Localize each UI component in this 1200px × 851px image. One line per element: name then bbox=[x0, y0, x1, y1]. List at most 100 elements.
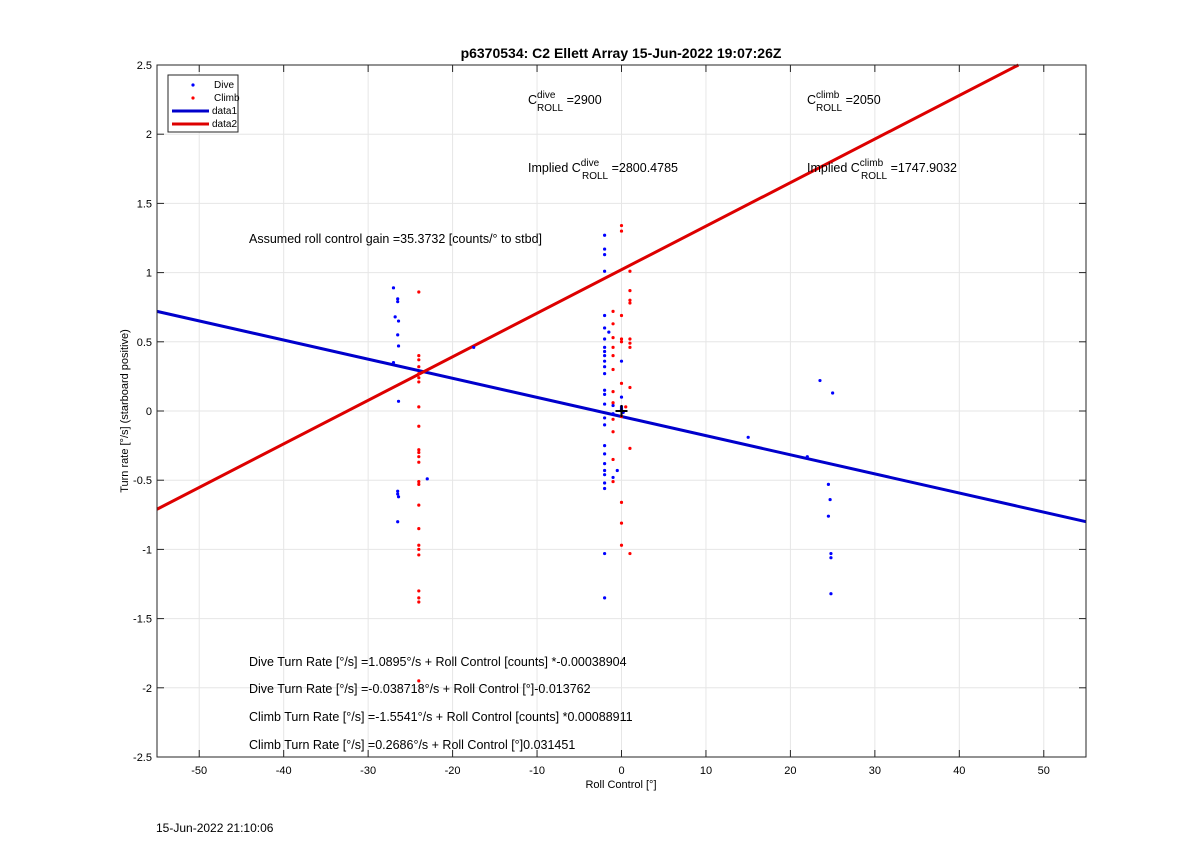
legend-climb-marker bbox=[191, 96, 195, 100]
point-climb bbox=[611, 457, 615, 462]
point-climb bbox=[417, 424, 421, 428]
point-climb bbox=[417, 482, 421, 486]
point-dive bbox=[611, 412, 615, 416]
y-tick-label: 0 bbox=[146, 406, 152, 418]
point-climb bbox=[417, 543, 421, 547]
chart-title: p6370534: C2 Ellett Array 15-Jun-2022 19… bbox=[461, 45, 782, 61]
point-climb bbox=[611, 345, 615, 349]
legend-data2-label: data2 bbox=[212, 119, 237, 130]
implied-dive-prefix: Implied C bbox=[528, 161, 581, 175]
c-dive-sup: dive bbox=[537, 90, 556, 101]
x-tick-label: -40 bbox=[276, 765, 292, 777]
point-climb bbox=[417, 365, 421, 369]
x-tick-label: 40 bbox=[953, 765, 965, 777]
point-climb bbox=[417, 405, 421, 409]
y-axis-label: Turn rate [°/s] (starboard positive) bbox=[119, 329, 131, 493]
implied-dive-sup: dive bbox=[581, 158, 600, 169]
point-dive bbox=[603, 354, 607, 358]
point-dive bbox=[391, 286, 396, 290]
point-dive bbox=[615, 468, 619, 473]
point-climb bbox=[628, 345, 632, 349]
point-climb bbox=[417, 479, 421, 484]
point-dive bbox=[603, 253, 607, 257]
legend-data1-label: data1 bbox=[212, 106, 237, 117]
point-dive bbox=[746, 435, 750, 439]
x-tick-label: -10 bbox=[529, 765, 545, 777]
point-dive bbox=[603, 337, 607, 341]
point-dive bbox=[396, 300, 400, 304]
implied-climb-annotation: Implied Cclimb ROLL =1747.9032 bbox=[807, 158, 957, 182]
legend: Dive Climb data1 data2 bbox=[167, 74, 240, 133]
point-climb bbox=[417, 553, 421, 557]
x-tick-label: -30 bbox=[360, 765, 376, 777]
point-dive bbox=[603, 461, 607, 466]
point-dive bbox=[603, 452, 607, 456]
point-dive bbox=[603, 345, 607, 349]
plot-area bbox=[156, 63, 1087, 683]
y-tick-label: 1 bbox=[146, 268, 152, 280]
y-tick-label: 2 bbox=[146, 129, 152, 141]
implied-dive-annotation: Implied Cdive ROLL =2800.4785 bbox=[528, 158, 678, 182]
point-climb bbox=[417, 455, 421, 459]
point-dive bbox=[393, 315, 397, 319]
c-climb-main: C bbox=[807, 93, 816, 107]
point-climb bbox=[611, 336, 615, 340]
x-tick-label: -20 bbox=[445, 765, 461, 777]
point-climb bbox=[417, 679, 421, 683]
implied-climb-value: =1747.9032 bbox=[887, 161, 957, 175]
implied-climb-sub: ROLL bbox=[861, 171, 888, 182]
implied-climb-sup: climb bbox=[860, 158, 884, 169]
point-dive bbox=[396, 319, 401, 323]
point-dive bbox=[425, 477, 429, 481]
legend-climb-label: Climb bbox=[214, 93, 240, 104]
point-climb bbox=[611, 430, 615, 434]
point-dive bbox=[603, 233, 607, 237]
c-dive-sub: ROLL bbox=[537, 103, 564, 114]
point-climb bbox=[611, 322, 615, 326]
point-climb bbox=[628, 385, 632, 390]
point-dive bbox=[603, 388, 607, 392]
x-axis-label: Roll Control [°] bbox=[585, 779, 656, 791]
point-climb bbox=[628, 298, 632, 302]
point-climb bbox=[628, 288, 632, 293]
point-climb bbox=[628, 341, 632, 345]
c-dive-main: C bbox=[528, 93, 537, 107]
point-dive bbox=[611, 403, 615, 408]
point-dive bbox=[603, 423, 607, 427]
point-dive bbox=[818, 378, 822, 383]
point-dive bbox=[603, 326, 607, 330]
point-dive bbox=[603, 402, 607, 406]
point-climb bbox=[619, 313, 624, 318]
point-dive bbox=[611, 475, 615, 480]
y-tick-label: 1.5 bbox=[137, 198, 152, 210]
point-climb bbox=[619, 500, 624, 504]
point-dive bbox=[829, 551, 833, 556]
x-tick-label: 10 bbox=[700, 765, 712, 777]
y-tick-label: -2 bbox=[142, 683, 152, 695]
dive-deg-annotation: Dive Turn Rate [°/s] =-0.038718°/s + Rol… bbox=[249, 682, 591, 696]
y-tick-label: -1 bbox=[142, 544, 152, 556]
point-climb bbox=[611, 309, 615, 313]
point-dive bbox=[396, 520, 400, 524]
point-dive bbox=[396, 399, 401, 403]
point-dive bbox=[396, 333, 400, 337]
point-climb bbox=[628, 301, 632, 305]
timestamp: 15-Jun-2022 21:10:06 bbox=[156, 821, 274, 835]
point-dive bbox=[826, 514, 831, 518]
implied-dive-value: =2800.4785 bbox=[608, 161, 678, 175]
axis-ticks: -50 -40 -30 -20 -10 0 10 20 30 40 50-2.5-2-1.5-1-0… bbox=[133, 60, 1086, 777]
point-dive bbox=[603, 596, 607, 600]
series-line-data2 bbox=[156, 63, 1020, 511]
point-climb bbox=[611, 417, 615, 421]
x-tick-label: 30 bbox=[869, 765, 881, 777]
point-dive bbox=[603, 365, 607, 369]
point-dive bbox=[603, 313, 607, 318]
point-dive bbox=[391, 360, 396, 365]
point-dive bbox=[603, 416, 607, 420]
c-dive-annotation: Cdive ROLL =2900 bbox=[528, 90, 602, 114]
point-climb bbox=[611, 401, 615, 405]
point-climb bbox=[417, 380, 421, 384]
point-dive bbox=[603, 269, 607, 273]
y-tick-label: 2.5 bbox=[137, 60, 152, 72]
